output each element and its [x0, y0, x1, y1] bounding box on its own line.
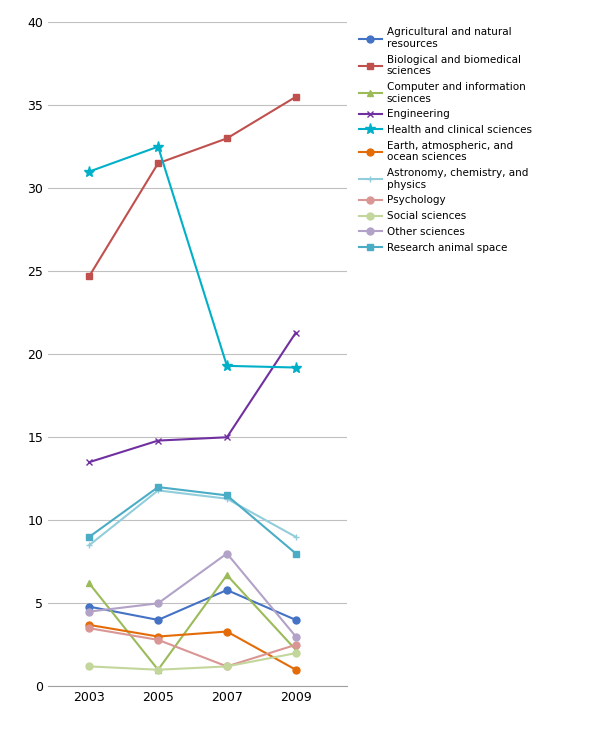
Research animal space	[223, 491, 231, 500]
Astronomy, chemistry, and
physics	[155, 486, 162, 494]
Earth, atmospheric, and
ocean sciences	[86, 621, 93, 630]
Earth, atmospheric, and
ocean sciences	[223, 627, 231, 636]
Agricultural and natural
resources	[223, 586, 231, 595]
Computer and information
sciences	[86, 579, 93, 587]
Other sciences	[86, 607, 93, 616]
Psychology	[86, 624, 93, 632]
Line: Other sciences: Other sciences	[86, 550, 300, 640]
Engineering	[223, 432, 231, 441]
Psychology	[155, 635, 162, 644]
Line: Research animal space: Research animal space	[86, 483, 300, 557]
Research animal space	[292, 549, 300, 558]
Legend: Agricultural and natural
resources, Biological and biomedical
sciences, Computer: Agricultural and natural resources, Biol…	[359, 27, 532, 252]
Earth, atmospheric, and
ocean sciences	[155, 632, 162, 641]
Research animal space	[86, 533, 93, 542]
Computer and information
sciences	[155, 666, 162, 675]
Line: Engineering: Engineering	[86, 329, 300, 466]
Psychology	[292, 641, 300, 649]
Other sciences	[223, 549, 231, 558]
Engineering	[292, 328, 300, 337]
Other sciences	[155, 599, 162, 608]
Biological and biomedical
sciences	[155, 159, 162, 168]
Social sciences	[223, 662, 231, 671]
Line: Computer and information
sciences: Computer and information sciences	[86, 572, 300, 673]
Health and clinical sciences	[86, 168, 93, 176]
Social sciences	[155, 666, 162, 675]
Health and clinical sciences	[155, 142, 162, 151]
Line: Health and clinical sciences: Health and clinical sciences	[84, 141, 301, 373]
Line: Agricultural and natural
resources: Agricultural and natural resources	[86, 587, 300, 624]
Engineering	[155, 436, 162, 445]
Computer and information
sciences	[292, 645, 300, 654]
Line: Biological and biomedical
sciences: Biological and biomedical sciences	[86, 94, 300, 280]
Research animal space	[155, 483, 162, 492]
Health and clinical sciences	[292, 363, 300, 372]
Psychology	[223, 662, 231, 671]
Line: Astronomy, chemistry, and
physics: Astronomy, chemistry, and physics	[86, 487, 300, 548]
Earth, atmospheric, and
ocean sciences	[292, 666, 300, 675]
Engineering	[86, 458, 93, 466]
Line: Social sciences: Social sciences	[86, 649, 300, 673]
Social sciences	[292, 649, 300, 658]
Agricultural and natural
resources	[86, 602, 93, 611]
Computer and information
sciences	[223, 570, 231, 579]
Line: Psychology: Psychology	[86, 625, 300, 670]
Agricultural and natural
resources	[155, 615, 162, 624]
Other sciences	[292, 632, 300, 641]
Social sciences	[86, 662, 93, 671]
Biological and biomedical
sciences	[223, 134, 231, 143]
Line: Earth, atmospheric, and
ocean sciences: Earth, atmospheric, and ocean sciences	[86, 621, 300, 673]
Biological and biomedical
sciences	[292, 92, 300, 101]
Astronomy, chemistry, and
physics	[292, 533, 300, 542]
Astronomy, chemistry, and
physics	[223, 494, 231, 503]
Biological and biomedical
sciences	[86, 272, 93, 280]
Astronomy, chemistry, and
physics	[86, 541, 93, 550]
Health and clinical sciences	[223, 362, 231, 370]
Agricultural and natural
resources	[292, 615, 300, 624]
